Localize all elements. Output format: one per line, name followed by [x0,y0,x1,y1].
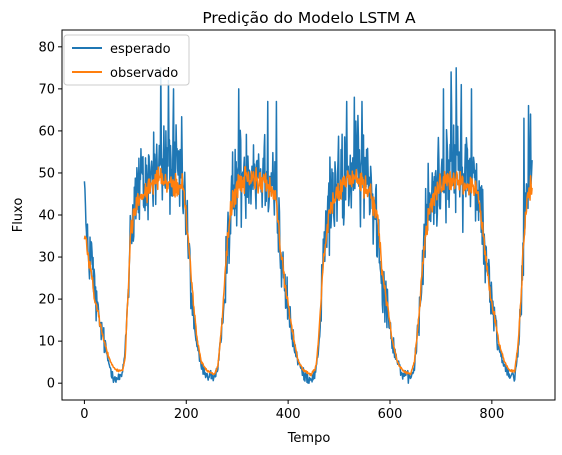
legend-label-esperado: esperado [110,42,171,57]
series-line-esperado [83,67,533,384]
x-axis: 0 200 400 600 800 [80,400,504,422]
series-layer [83,67,533,384]
x-tick-label-200: 200 [174,407,199,422]
x-tick-label-400: 400 [276,407,301,422]
y-tick-label-80: 80 [38,40,55,55]
y-tick-label-20: 20 [38,293,55,308]
y-tick-label-0: 0 [47,377,55,392]
x-tick-label-600: 600 [378,407,403,422]
y-axis: 0 10 20 30 40 50 60 70 80 [38,40,62,392]
y-tick-label-50: 50 [38,166,55,181]
y-tick-label-40: 40 [38,209,55,224]
x-axis-label: Tempo [287,431,331,446]
y-tick-label-60: 60 [38,124,55,139]
x-tick-label-0: 0 [80,407,88,422]
y-tick-label-70: 70 [38,82,55,97]
legend-label-observado: observado [110,66,178,81]
x-tick-label-800: 800 [479,407,504,422]
y-tick-label-10: 10 [38,335,55,350]
y-axis-label: Fluxo [11,198,26,233]
y-tick-label-30: 30 [38,251,55,266]
chart-title: Predição do Modelo LSTM A [202,9,416,27]
legend: esperado observado [63,34,190,86]
series-line-observado [83,165,533,377]
